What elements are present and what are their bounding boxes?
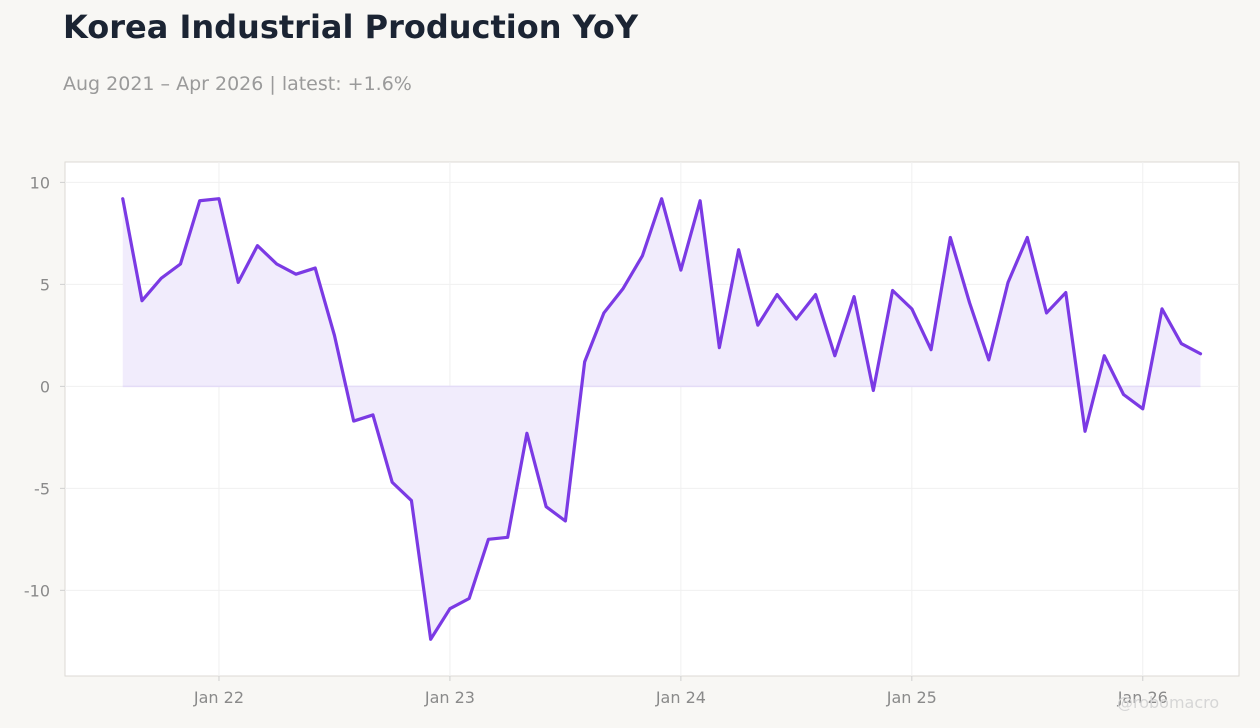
data-point xyxy=(814,293,817,296)
data-point xyxy=(622,287,625,290)
data-point xyxy=(1160,307,1163,310)
data-point xyxy=(1064,291,1067,294)
data-point xyxy=(929,348,932,351)
data-point xyxy=(833,354,836,357)
data-point xyxy=(140,299,143,302)
data-point xyxy=(699,199,702,202)
data-point xyxy=(910,307,913,310)
data-point xyxy=(545,505,548,508)
data-point xyxy=(1083,430,1086,433)
data-point xyxy=(179,262,182,265)
data-point xyxy=(1045,311,1048,314)
x-tick-label: Jan 23 xyxy=(424,688,475,707)
data-point xyxy=(352,419,355,422)
data-point xyxy=(1122,393,1125,396)
data-point xyxy=(852,295,855,298)
data-point xyxy=(987,358,990,361)
y-tick-label: -5 xyxy=(34,479,50,498)
data-point xyxy=(506,536,509,539)
y-tick-label: -10 xyxy=(24,581,50,600)
data-point xyxy=(275,262,278,265)
x-tick-label: Jan 26 xyxy=(1117,688,1168,707)
data-point xyxy=(371,413,374,416)
data-point xyxy=(1180,342,1183,345)
x-tick-label: Jan 22 xyxy=(193,688,244,707)
data-point xyxy=(756,324,759,327)
data-point xyxy=(314,266,317,269)
data-point xyxy=(641,254,644,257)
data-point xyxy=(718,346,721,349)
x-tick-label: Jan 25 xyxy=(886,688,937,707)
data-point xyxy=(410,499,413,502)
data-point xyxy=(1141,407,1144,410)
data-point xyxy=(602,311,605,314)
data-point xyxy=(487,538,490,541)
data-point xyxy=(795,317,798,320)
watermark: @robomacro xyxy=(1117,693,1220,712)
data-point xyxy=(949,236,952,239)
data-point xyxy=(391,481,394,484)
data-point xyxy=(891,289,894,292)
data-point xyxy=(160,277,163,280)
y-tick-label: 0 xyxy=(40,377,50,396)
data-point xyxy=(198,199,201,202)
data-point xyxy=(872,389,875,392)
data-point xyxy=(583,360,586,363)
data-point xyxy=(448,607,451,610)
chart-title: Korea Industrial Production YoY xyxy=(63,8,639,46)
data-point xyxy=(775,293,778,296)
data-point xyxy=(1103,354,1106,357)
data-point xyxy=(968,301,971,304)
data-point xyxy=(468,597,471,600)
data-point xyxy=(1199,352,1202,355)
y-tick-label: 10 xyxy=(30,173,50,192)
data-point xyxy=(564,519,567,522)
data-point xyxy=(525,432,528,435)
data-point xyxy=(1006,281,1009,284)
data-point xyxy=(333,334,336,337)
data-point xyxy=(660,197,663,200)
data-point xyxy=(217,197,220,200)
data-point xyxy=(294,273,297,276)
series-area-fill xyxy=(122,198,1201,640)
x-tick-label: Jan 24 xyxy=(655,688,706,707)
data-point xyxy=(237,281,240,284)
y-tick-label: 5 xyxy=(40,275,50,294)
chart-subtitle: Aug 2021 – Apr 2026 | latest: +1.6% xyxy=(63,73,412,95)
data-point xyxy=(737,248,740,251)
data-point xyxy=(1026,236,1029,239)
data-point xyxy=(679,269,682,272)
data-point xyxy=(121,197,124,200)
data-point xyxy=(256,244,259,247)
series-line xyxy=(121,197,1203,641)
data-point xyxy=(429,638,432,641)
